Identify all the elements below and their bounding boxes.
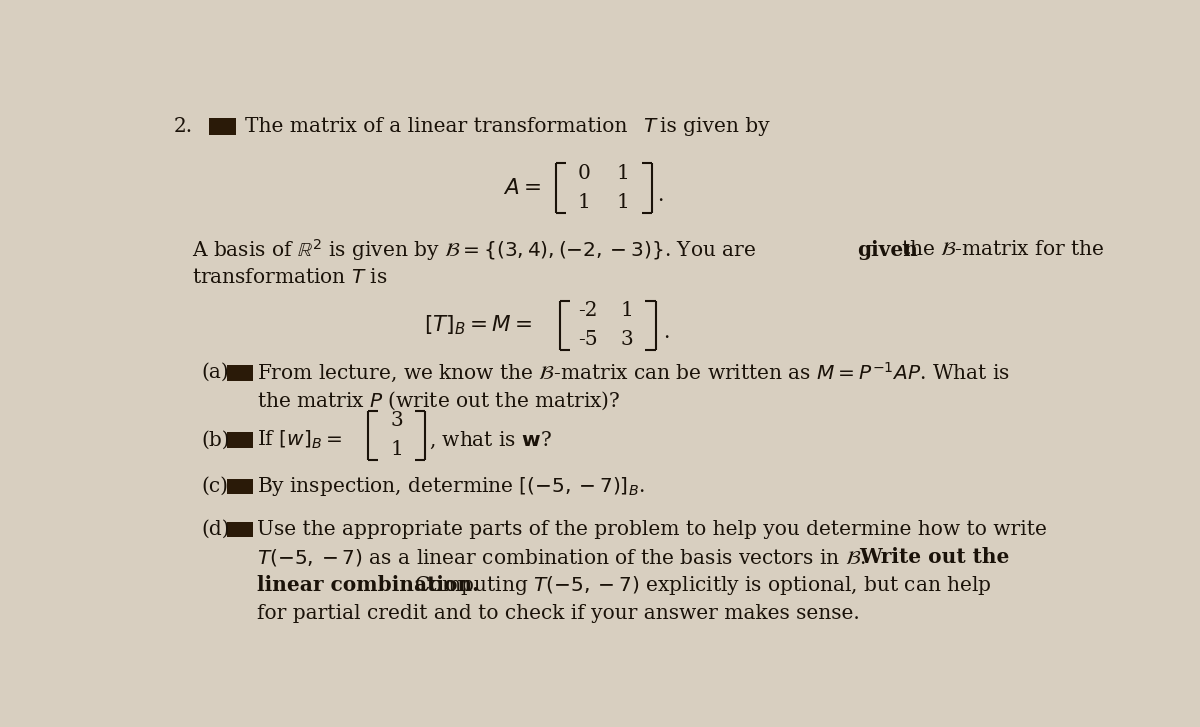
Text: A basis of $\mathbb{R}^2$ is given by $\mathcal{B} = \{(3,4),(-2,-3)\}$. You are: A basis of $\mathbb{R}^2$ is given by $\…	[192, 236, 756, 262]
Text: 1: 1	[620, 301, 634, 320]
Text: 3: 3	[620, 330, 634, 349]
Text: (d): (d)	[202, 520, 229, 539]
FancyBboxPatch shape	[227, 365, 253, 380]
Text: is given by: is given by	[660, 117, 769, 136]
Text: $[T]_B = M = $: $[T]_B = M = $	[425, 313, 533, 337]
Text: .: .	[664, 323, 670, 342]
Text: 1: 1	[578, 193, 590, 212]
Text: -5: -5	[578, 330, 598, 349]
Text: the matrix $P$ (write out the matrix)?: the matrix $P$ (write out the matrix)?	[257, 390, 620, 412]
Text: $T(-5,-7)$ as a linear combination of the basis vectors in $\mathcal{B}$.: $T(-5,-7)$ as a linear combination of th…	[257, 547, 868, 568]
Text: (a): (a)	[202, 364, 229, 382]
Text: given: given	[857, 240, 918, 260]
Text: , what is $\mathbf{w}$?: , what is $\mathbf{w}$?	[430, 430, 552, 451]
FancyBboxPatch shape	[227, 478, 253, 494]
Text: From lecture, we know the $\mathcal{B}$-matrix can be written as $M = P^{-1}AP$.: From lecture, we know the $\mathcal{B}$-…	[257, 361, 1010, 385]
Text: Write out the: Write out the	[859, 547, 1009, 568]
Text: 0: 0	[578, 164, 590, 183]
Text: linear combination.: linear combination.	[257, 576, 479, 595]
Text: 1: 1	[390, 441, 403, 459]
FancyBboxPatch shape	[209, 118, 236, 134]
Text: The matrix of a linear transformation: The matrix of a linear transformation	[245, 117, 628, 136]
Text: 1: 1	[617, 164, 630, 183]
Text: the $\mathcal{B}$-matrix for the: the $\mathcal{B}$-matrix for the	[900, 240, 1104, 259]
Text: -2: -2	[578, 301, 598, 320]
Text: for partial credit and to check if your answer makes sense.: for partial credit and to check if your …	[257, 604, 859, 623]
Text: Computing $T(-5,-7)$ explicitly is optional, but can help: Computing $T(-5,-7)$ explicitly is optio…	[408, 574, 991, 597]
Text: By inspection, determine $[(-5,-7)]_B$.: By inspection, determine $[(-5,-7)]_B$.	[257, 475, 644, 498]
Text: Use the appropriate parts of the problem to help you determine how to write: Use the appropriate parts of the problem…	[257, 520, 1046, 539]
Text: 3: 3	[390, 411, 403, 430]
Text: .: .	[656, 186, 664, 205]
Text: 1: 1	[617, 193, 630, 212]
Text: (c): (c)	[202, 477, 228, 496]
Text: $A=$: $A=$	[504, 177, 541, 199]
Text: If $[w]_B = $: If $[w]_B = $	[257, 429, 342, 451]
FancyBboxPatch shape	[227, 432, 253, 448]
Text: (b): (b)	[202, 430, 229, 449]
Text: 2.: 2.	[173, 117, 192, 136]
FancyBboxPatch shape	[227, 522, 253, 537]
Text: $T$: $T$	[643, 117, 659, 136]
Text: transformation $T$ is: transformation $T$ is	[192, 268, 388, 287]
